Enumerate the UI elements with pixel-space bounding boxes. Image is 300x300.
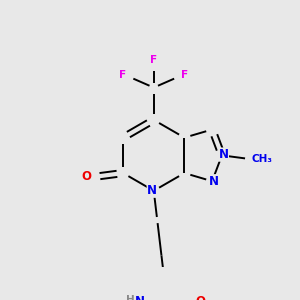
Text: F: F xyxy=(119,70,127,80)
Text: N: N xyxy=(135,295,145,300)
Text: H: H xyxy=(125,295,134,300)
Text: CH₃: CH₃ xyxy=(251,154,272,164)
Text: F: F xyxy=(150,55,157,65)
Text: O: O xyxy=(81,170,91,183)
Text: O: O xyxy=(195,295,205,300)
Text: F: F xyxy=(181,70,188,80)
Text: N: N xyxy=(209,175,219,188)
Text: N: N xyxy=(218,148,228,161)
Text: N: N xyxy=(147,184,157,197)
